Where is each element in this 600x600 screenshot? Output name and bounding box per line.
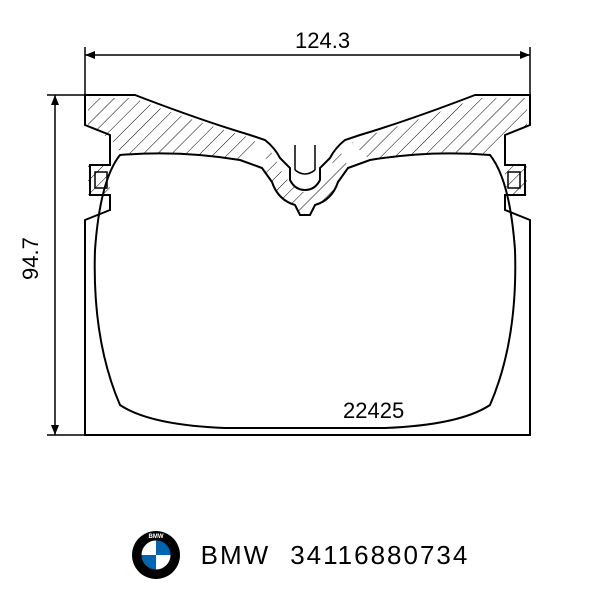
svg-text:BMW: BMW (148, 534, 163, 540)
brake-pad-diagram (0, 0, 600, 500)
brand-footer: BMW BMW 34116880734 (0, 530, 600, 580)
height-dimension-line (47, 95, 90, 435)
hatching-region (88, 98, 527, 213)
width-dimension-line (85, 47, 530, 95)
center-clip-detail (295, 145, 315, 174)
brand-name-label: BMW (201, 540, 271, 571)
part-number-label: 34116880734 (290, 540, 469, 571)
bmw-logo-icon: BMW (131, 530, 181, 580)
